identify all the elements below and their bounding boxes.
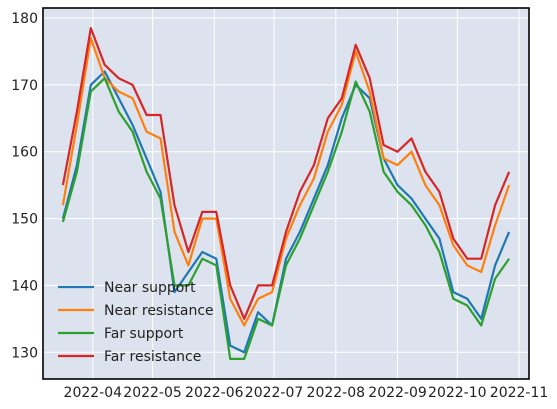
grid-lines [43, 8, 529, 379]
plot-frame [42, 7, 530, 380]
legend-item: Near resistance [58, 303, 214, 319]
legend-label: Near support [104, 280, 196, 296]
x-tick-label: 2022-11 [490, 385, 549, 401]
y-tick-label: 170 [11, 78, 38, 94]
legend-item: Far support [58, 326, 184, 342]
x-tick-label: 2022-09 [368, 385, 427, 401]
y-tick-label: 130 [11, 345, 38, 361]
legend-label: Far support [104, 326, 184, 342]
x-tick-label: 2022-07 [245, 385, 304, 401]
legend-label: Far resistance [104, 349, 201, 365]
legend-label: Near resistance [104, 303, 214, 319]
legend-item: Near support [58, 280, 196, 296]
series-line-1 [61, 70, 511, 354]
y-tick-label: 160 [11, 145, 38, 161]
x-tick-label: 2022-04 [64, 385, 123, 401]
series-lines [61, 27, 511, 360]
legend: Near support Near resistance Far support Fa… [58, 280, 214, 365]
x-tick-label: 2022-05 [123, 385, 182, 401]
x-tick-label: 2022-08 [307, 385, 366, 401]
y-tick-label: 150 [11, 212, 38, 228]
y-tick-label: 140 [11, 278, 38, 294]
y-tick-label: 180 [11, 11, 38, 27]
series-line-4 [61, 27, 511, 320]
legend-item: Far resistance [58, 349, 201, 365]
series-line-3 [61, 77, 511, 360]
x-tick-label: 2022-06 [185, 385, 244, 401]
x-axis-tick-labels: 2022-04 2022-05 2022-06 2022-07 2022-08 2022-… [64, 385, 549, 401]
series-line-2 [61, 36, 511, 327]
y-axis-tick-labels: 130 140 150 160 170 180 [11, 11, 38, 361]
x-tick-label: 2022-10 [428, 385, 487, 401]
plot-background [43, 8, 529, 379]
